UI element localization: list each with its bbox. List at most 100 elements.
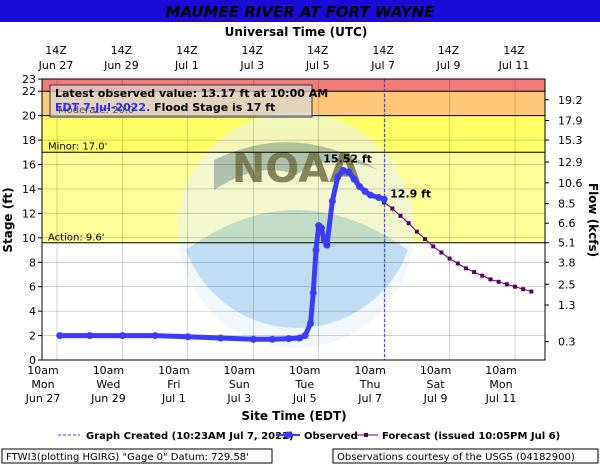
observed-series bbox=[56, 166, 388, 343]
observed-point bbox=[296, 334, 304, 342]
observed-line bbox=[57, 167, 387, 342]
forecast-peak-label: 12.9 ft bbox=[390, 187, 431, 200]
title-bar bbox=[0, 0, 600, 22]
right-tick-label: 15.3 bbox=[558, 134, 583, 147]
footer-credit: Observations courtesy of the USGS (04182… bbox=[337, 452, 575, 463]
top-tick-hour: 14Z bbox=[372, 44, 394, 57]
bottom-tick-date: Jun 27 bbox=[25, 392, 61, 405]
forecast-point bbox=[529, 289, 534, 294]
forecast-point bbox=[472, 270, 477, 275]
plot-frame bbox=[41, 78, 546, 361]
forecast-point bbox=[414, 229, 419, 234]
peak-label: 15.52 ft bbox=[323, 152, 372, 165]
left-tick-label: 18 bbox=[22, 134, 36, 147]
right-axis-title: Flow (kcfs) bbox=[586, 183, 600, 257]
top-tick-date: Jul 11 bbox=[498, 59, 530, 72]
noaa-watermark: NOAA bbox=[178, 112, 414, 348]
legend-graph-created-label: Graph Created (10:23AM Jul 7, 2022) bbox=[86, 431, 294, 442]
flood-category-labels: Minor: 17.0' Action: 9.6' bbox=[48, 141, 107, 243]
bottom-tick-day: Tue bbox=[294, 378, 314, 391]
left-tick-label: 20 bbox=[22, 110, 36, 123]
observed-point bbox=[356, 183, 364, 191]
observed-point bbox=[301, 332, 309, 340]
bottom-tick-day: Wed bbox=[96, 378, 120, 391]
bottom-tick-date: Jun 29 bbox=[90, 392, 126, 405]
right-tick-label: 6.6 bbox=[558, 217, 576, 230]
observed-point bbox=[217, 334, 225, 342]
left-axis-title: Stage (ft) bbox=[1, 187, 15, 252]
top-axis-title: Universal Time (UTC) bbox=[225, 25, 368, 39]
forecast-point bbox=[513, 284, 517, 289]
forecast-point bbox=[521, 287, 526, 292]
top-tick-hour: 14Z bbox=[242, 44, 264, 57]
minor-flood-label: Minor: 17.0' bbox=[48, 141, 107, 152]
bottom-tick-day: Mon bbox=[31, 378, 54, 391]
legend-observed-marker bbox=[284, 431, 292, 439]
top-tick-date: Jun 27 bbox=[38, 59, 74, 72]
observed-point bbox=[249, 335, 257, 343]
observed-point bbox=[334, 173, 342, 181]
left-tick-label: 22 bbox=[22, 85, 36, 98]
legend-observed-label: Observed bbox=[304, 431, 358, 442]
right-tick-label: 2.5 bbox=[558, 278, 576, 291]
right-tick-label: 5.1 bbox=[558, 237, 576, 250]
bottom-axis-title: Site Time (EDT) bbox=[241, 409, 346, 423]
observed-point bbox=[345, 168, 353, 176]
top-tick-date: Jul 1 bbox=[174, 59, 199, 72]
observed-point bbox=[380, 195, 388, 203]
bottom-tick-time: 10am bbox=[224, 364, 255, 377]
observed-point bbox=[307, 319, 315, 327]
right-tick-label: 12.9 bbox=[558, 156, 583, 169]
left-tick-label: 4 bbox=[29, 305, 36, 318]
observed-point bbox=[285, 335, 293, 343]
right-tick-label: 19.2 bbox=[558, 94, 583, 107]
left-tick-label: 16 bbox=[22, 159, 36, 172]
forecast-point bbox=[480, 273, 485, 278]
observed-point bbox=[339, 166, 347, 174]
legend-forecast-label: Forecast (issued 10:05PM Jul 6) bbox=[382, 431, 560, 442]
top-tick-hour: 14Z bbox=[438, 44, 460, 57]
bottom-tick-day: Sun bbox=[229, 378, 250, 391]
forecast-point bbox=[496, 279, 501, 284]
forecast-point bbox=[488, 277, 493, 282]
footer-right-box bbox=[332, 448, 599, 464]
top-tick-hour: 14Z bbox=[111, 44, 133, 57]
observed-point bbox=[268, 335, 276, 343]
info-line-1: Latest observed value: 13.17 ft at 10:00… bbox=[55, 87, 328, 100]
left-tick-label: 10 bbox=[22, 232, 36, 245]
bottom-tick-time: 10am bbox=[420, 364, 451, 377]
top-axis-tick-labels: 14Z Jun 27 14Z Jun 29 14Z Jul 1 14Z Jul 3 14Z Jul… bbox=[38, 44, 530, 72]
forecast-point bbox=[423, 237, 428, 242]
footer-left-box bbox=[1, 448, 273, 464]
observed-point bbox=[184, 333, 192, 341]
observed-point bbox=[312, 246, 320, 254]
left-tick-label: 23 bbox=[22, 73, 36, 86]
observed-point bbox=[350, 175, 358, 183]
bottom-tick-time: 10am bbox=[485, 364, 516, 377]
bottom-tick-day: Mon bbox=[489, 378, 512, 391]
forecast-point bbox=[398, 213, 403, 218]
bottom-tick-date: Jul 5 bbox=[292, 392, 317, 405]
top-tick-hour: 14Z bbox=[307, 44, 329, 57]
observed-point bbox=[118, 332, 126, 340]
info-faded-text: Moderate: 20.0' bbox=[58, 105, 137, 116]
bottom-tick-date: Jul 3 bbox=[226, 392, 251, 405]
left-tick-label: 2 bbox=[29, 330, 36, 343]
top-tick-date: Jul 9 bbox=[436, 59, 461, 72]
bottom-tick-time: 10am bbox=[158, 364, 189, 377]
bottom-tick-date: Jul 1 bbox=[161, 392, 186, 405]
top-tick-hour: 14Z bbox=[176, 44, 198, 57]
observed-point bbox=[317, 224, 325, 232]
top-tick-date: Jul 5 bbox=[305, 59, 330, 72]
left-tick-label: 12 bbox=[22, 207, 36, 220]
forecast-point bbox=[390, 206, 395, 211]
observed-point bbox=[367, 191, 375, 199]
observed-point bbox=[361, 187, 369, 195]
top-tick-date: Jul 7 bbox=[370, 59, 395, 72]
left-tick-label: 8 bbox=[29, 256, 36, 269]
right-tick-label: 0.3 bbox=[558, 336, 576, 349]
right-tick-label: 17.9 bbox=[558, 115, 583, 128]
top-tick-hour: 14Z bbox=[45, 44, 67, 57]
legend: Graph Created (10:23AM Jul 7, 2022) Obse… bbox=[58, 431, 560, 442]
